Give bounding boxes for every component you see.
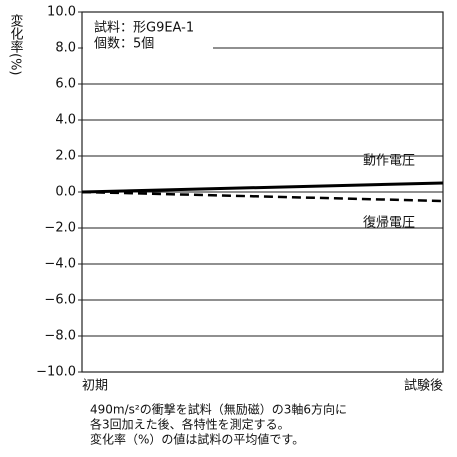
series-label: 動作電圧	[363, 154, 415, 169]
series-label: 復帰電圧	[363, 215, 415, 231]
info-text: 試料：形G9EA-1	[94, 20, 194, 36]
y-tick-label: 10.0	[47, 5, 76, 20]
y-tick-label: 8.0	[55, 41, 76, 56]
note: 490m/s²の衝撃を試料（無励磁）の3軸6方向に	[90, 402, 347, 417]
y-tick-label: −2.0	[44, 221, 76, 236]
y-tick-label: 0.0	[55, 185, 76, 200]
y-tick-label: −10.0	[36, 365, 76, 380]
info-background	[83, 14, 213, 58]
x-tick-label: 初期	[82, 379, 108, 394]
series-line	[81, 190, 444, 203]
x-tick-label: 試験後	[404, 378, 443, 394]
y-tick-label: −4.0	[44, 257, 76, 272]
y-axis-label: 変化率(%)	[8, 13, 24, 75]
y-tick-label: −6.0	[44, 293, 76, 308]
y-tick-label: 6.0	[55, 77, 76, 92]
y-tick-label: 4.0	[55, 113, 76, 128]
note: 変化率（%）の値は試料の平均値です。	[90, 432, 304, 447]
y-tick-label: −8.0	[44, 329, 76, 344]
info-text: 個数：5個	[94, 37, 154, 52]
series-line	[81, 181, 444, 194]
note: 各3回加えた後、各特性を測定する。	[90, 417, 290, 432]
y-tick-label: 2.0	[55, 149, 76, 164]
